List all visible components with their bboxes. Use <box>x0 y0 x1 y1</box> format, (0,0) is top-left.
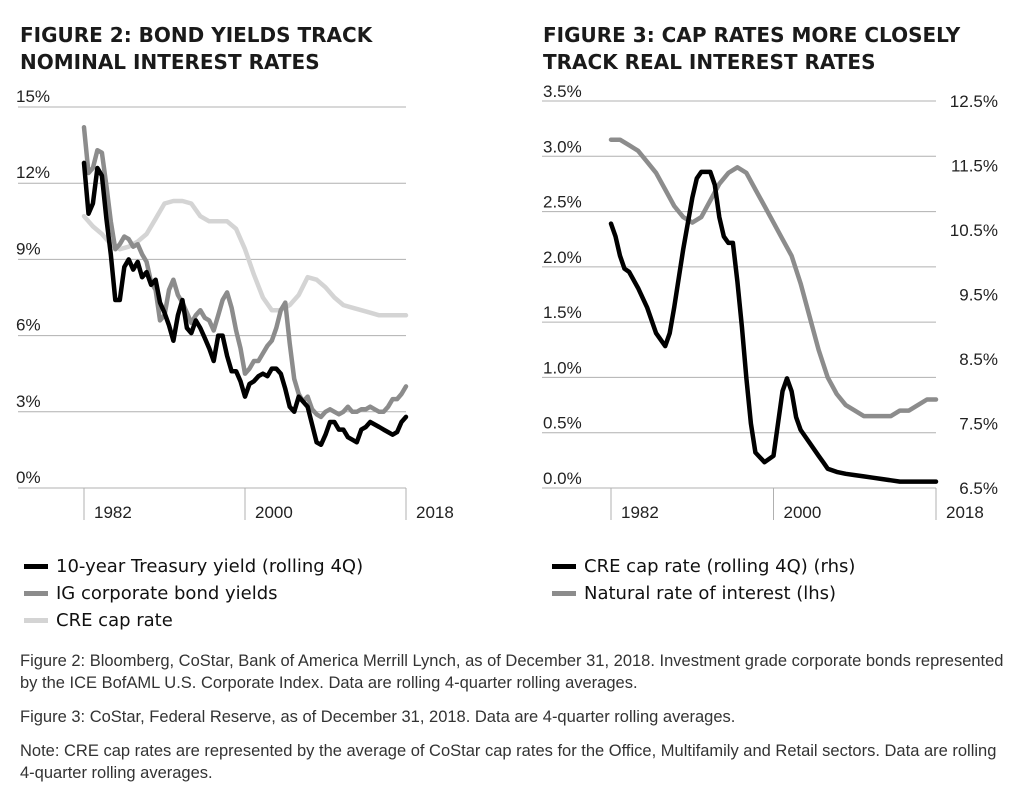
y-tick-label-right: 8.5% <box>959 350 998 369</box>
y-tick-label-right: 9.5% <box>959 286 998 305</box>
source-notes: Figure 2: Bloomberg, CoStar, Bank of Ame… <box>20 650 1005 796</box>
legend-label-cre-cap-rate: CRE cap rate <box>56 610 173 631</box>
y-tick-label-left: 2.0% <box>543 248 582 267</box>
legend-item-cre-cap-rate: CRE cap rate <box>24 607 363 634</box>
series-line-2 <box>81 198 409 318</box>
legend-swatch-treasury <box>24 564 48 569</box>
figure-3-series <box>608 137 939 484</box>
series-line-1 <box>608 137 939 419</box>
y-tick-label-left: 0.5% <box>543 414 582 433</box>
y-tick-label-left: 2.5% <box>543 193 582 212</box>
legend-swatch-cre-rolling <box>552 564 576 569</box>
figure-2-legend: 10-year Treasury yield (rolling 4Q) IG c… <box>24 553 363 634</box>
figure-3-title-line1: FIGURE 3: CAP RATES MORE CLOSELY <box>543 23 961 47</box>
y-tick-label-right: 6.5% <box>959 479 998 498</box>
figure-3-legend: CRE cap rate (rolling 4Q) (rhs) Natural … <box>552 553 855 607</box>
x-tick-label: 2018 <box>416 503 454 522</box>
legend-swatch-natural-rate <box>552 591 576 596</box>
y-tick-label: 0% <box>16 468 41 487</box>
figure-2-title-line2: NOMINAL INTEREST RATES <box>20 50 320 74</box>
y-tick-label-left: 3.5% <box>543 82 582 101</box>
figure-3-grid <box>542 100 937 520</box>
y-tick-label-right: 11.5% <box>951 157 998 176</box>
figure-2-title-line1: FIGURE 2: BOND YIELDS TRACK <box>20 23 373 47</box>
legend-label-treasury: 10-year Treasury yield (rolling 4Q) <box>56 556 364 577</box>
figure-3-title: FIGURE 3: CAP RATES MORE CLOSELY TRACK R… <box>543 22 1013 76</box>
series-line-0 <box>608 169 939 484</box>
y-tick-label: 9% <box>16 239 41 258</box>
y-tick-label-right: 7.5% <box>959 415 998 434</box>
figure-2-axes: 0% 3% 6% 9% 12% 15% 1982 2000 2018 <box>16 87 454 522</box>
note-figure-3: Figure 3: CoStar, Federal Reserve, as of… <box>20 708 736 726</box>
figure-2-series <box>81 125 409 448</box>
figure-2-title: FIGURE 2: BOND YIELDS TRACK NOMINAL INTE… <box>20 22 440 76</box>
note-figure-2: Figure 2: Bloomberg, CoStar, Bank of Ame… <box>20 652 1004 692</box>
y-tick-label-left: 0.0% <box>543 469 582 488</box>
x-tick-label: 2000 <box>255 503 293 522</box>
y-tick-label-right: 12.5% <box>950 92 998 111</box>
legend-item-cre-rolling: CRE cap rate (rolling 4Q) (rhs) <box>552 553 855 580</box>
y-tick-label: 3% <box>16 392 41 411</box>
legend-item-treasury: 10-year Treasury yield (rolling 4Q) <box>24 553 363 580</box>
series-line-1 <box>81 125 409 420</box>
x-tick-label: 2000 <box>784 503 822 522</box>
legend-swatch-corporate <box>24 591 48 596</box>
y-tick-label-left: 3.0% <box>543 137 582 156</box>
x-tick-label: 1982 <box>94 503 132 522</box>
legend-label-corporate: IG corporate bond yields <box>56 583 278 604</box>
x-tick-label: 2018 <box>946 503 984 522</box>
legend-label-natural-rate: Natural rate of interest (lhs) <box>584 583 837 604</box>
y-tick-label-left: 1.0% <box>543 358 582 377</box>
legend-label-cre-rolling: CRE cap rate (rolling 4Q) (rhs) <box>584 556 856 577</box>
x-tick-label: 1982 <box>621 503 659 522</box>
legend-item-natural-rate: Natural rate of interest (lhs) <box>552 580 855 607</box>
y-tick-label: 6% <box>16 316 41 335</box>
figure-3-axes: 0.0% 0.5% 1.0% 1.5% 2.0% 2.5% 3.0% 3.5% 6.5% 7.5%… <box>543 82 998 522</box>
legend-swatch-cre-cap-rate <box>24 618 48 623</box>
charts-canvas: 0% 3% 6% 9% 12% 15% 1982 2000 2018 0.0% 0.5% 1.0% 1… <box>16 82 998 522</box>
y-tick-label: 15% <box>16 87 50 106</box>
figure-3-title-line2: TRACK REAL INTEREST RATES <box>543 50 876 74</box>
y-tick-label-left: 1.5% <box>543 303 582 322</box>
legend-item-corporate: IG corporate bond yields <box>24 580 363 607</box>
y-tick-label: 12% <box>16 163 50 182</box>
figure-2-grid <box>18 106 407 520</box>
y-tick-label-right: 10.5% <box>950 221 998 240</box>
series-line-0 <box>81 160 409 448</box>
note-cre-cap-rates: Note: CRE cap rates are represented by t… <box>20 742 997 782</box>
